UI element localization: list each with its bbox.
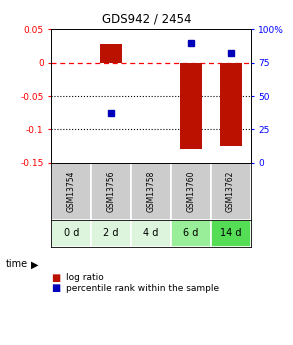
Text: GSM13754: GSM13754 [67,171,76,212]
Bar [171,220,211,247]
Text: GSM13758: GSM13758 [146,171,155,212]
Text: 14 d: 14 d [220,228,241,238]
Bar [51,220,91,247]
Bar [211,163,251,220]
Bar [51,163,91,220]
Text: 2 d: 2 d [103,228,119,238]
Bar [131,220,171,247]
Bar [91,163,131,220]
Text: ■: ■ [51,283,61,293]
Text: ▶: ▶ [31,259,38,269]
Text: 0 d: 0 d [64,228,79,238]
Bar [100,44,122,63]
Bar [91,220,131,247]
Bar [211,220,251,247]
Text: 4 d: 4 d [143,228,159,238]
Text: 6 d: 6 d [183,228,198,238]
Text: ■: ■ [51,273,61,283]
Bar [171,163,211,220]
Bar [180,63,202,149]
Bar [131,163,171,220]
Text: GSM13762: GSM13762 [226,171,235,212]
Text: percentile rank within the sample: percentile rank within the sample [66,284,219,293]
Text: GSM13756: GSM13756 [107,171,115,212]
Text: log ratio: log ratio [66,273,104,282]
Bar [220,63,241,146]
Text: GSM13760: GSM13760 [186,171,195,212]
Text: time: time [6,259,28,269]
Text: GDS942 / 2454: GDS942 / 2454 [102,12,191,25]
